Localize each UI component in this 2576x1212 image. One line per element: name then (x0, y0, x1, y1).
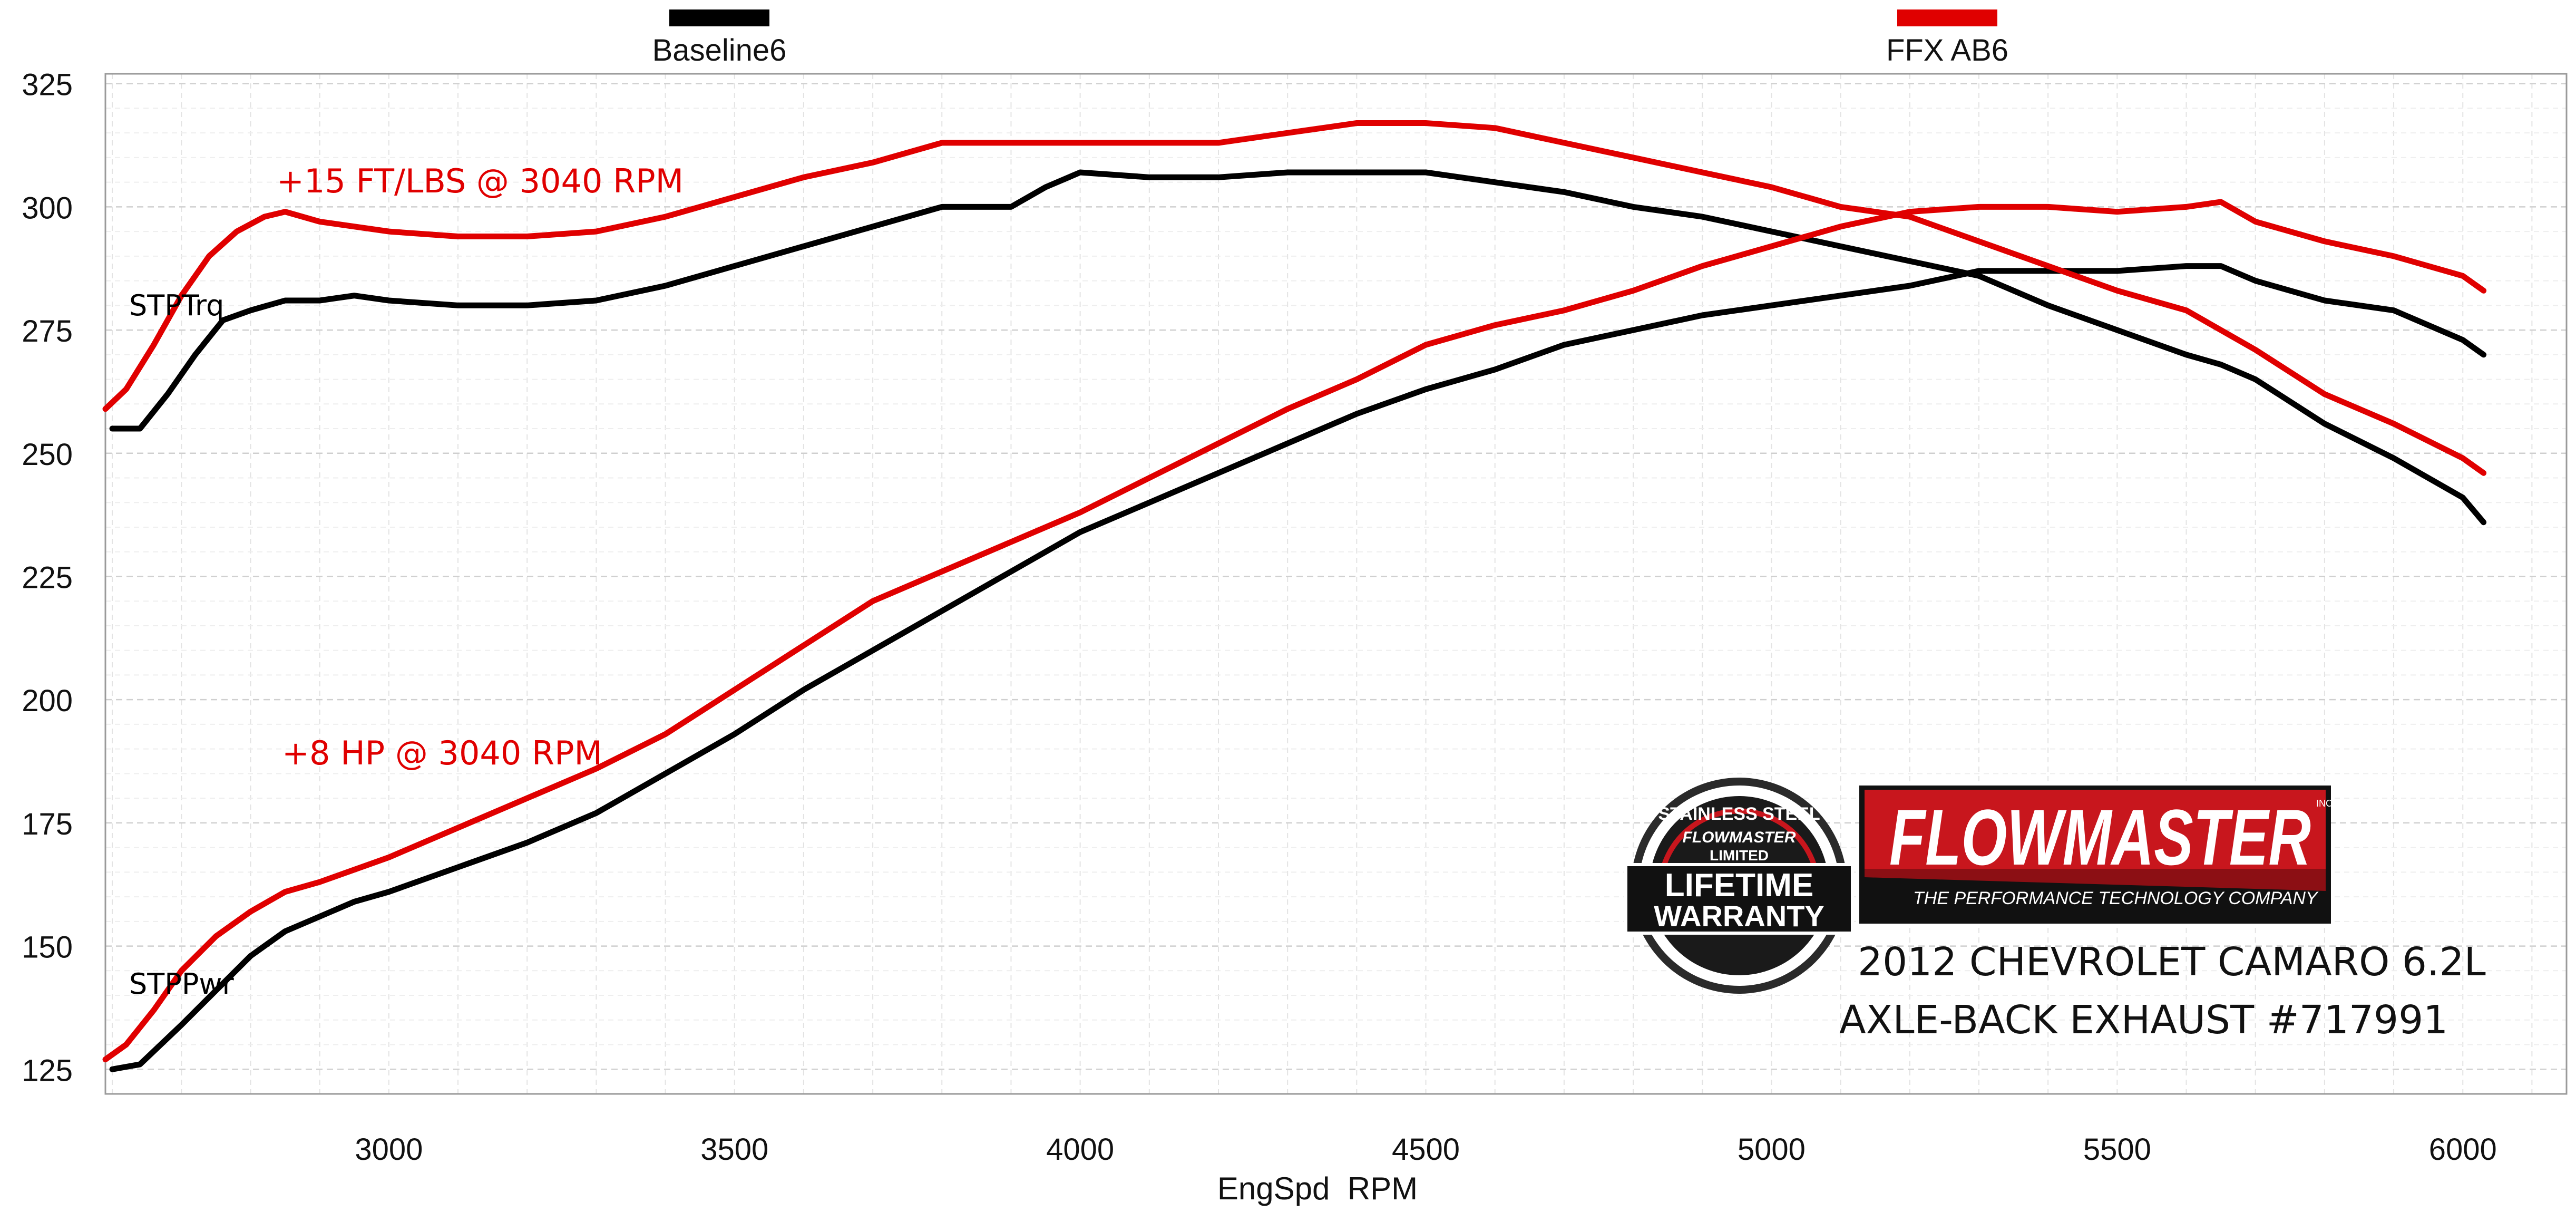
plot-frame (104, 73, 2568, 1095)
x-tick-label: 6000 (2429, 1132, 2497, 1167)
flowmaster-logo: FLOWMASTER INC. THE PERFORMANCE TECHNOLO… (1859, 786, 2335, 924)
grid (105, 74, 2567, 1094)
product-title: 2012 CHEVROLET CAMARO 6.2L (1858, 939, 2486, 985)
y-tick-label: 325 (22, 68, 73, 102)
legend-swatch-ffx-ab6 (1897, 9, 1997, 26)
series-line-baseline6-stppwr (109, 263, 2487, 1072)
x-tick-label: 5000 (1738, 1132, 1806, 1167)
logo-tagline: THE PERFORMANCE TECHNOLOGY COMPANY (1913, 888, 2319, 908)
product-subtitle: AXLE-BACK EXHAUST #717991 (1839, 997, 2448, 1043)
y-tick-label: 275 (22, 314, 73, 348)
lifetime-warranty-badge: STAINLESS STEEL FLOWMASTER LIMITED LIFET… (1624, 778, 1854, 994)
logo-wordmark: FLOWMASTER (1889, 793, 2311, 881)
x-tick-label: 4500 (1392, 1132, 1460, 1167)
power-series-label: STPPwr (129, 967, 235, 1001)
torque-gain-annotation: +15 FT/LBS @ 3040 RPM (277, 162, 684, 200)
logo-inc: INC. (2316, 798, 2335, 809)
badge-line2: WARRANTY (1654, 899, 1824, 933)
torque-series-label: STPTrq (129, 289, 224, 322)
y-tick-label: 175 (22, 807, 73, 841)
y-axis-ticks: 125 150 175 200 225 250 275 300 325 (22, 68, 73, 1088)
badge-limited: LIMITED (1710, 847, 1769, 864)
x-tick-label: 4000 (1046, 1132, 1114, 1167)
series-line-ffx-ab6-stppwr (102, 199, 2487, 1063)
legend-swatch-baseline6 (669, 9, 769, 26)
y-tick-label: 225 (22, 560, 73, 595)
power-gain-annotation: +8 HP @ 3040 RPM (282, 734, 602, 772)
y-tick-label: 150 (22, 930, 73, 965)
x-axis-label: EngSpd RPM (1217, 1171, 1418, 1206)
y-tick-label: 200 (22, 684, 73, 718)
badge-brand: FLOWMASTER (1683, 829, 1796, 846)
badge-line1: LIFETIME (1665, 867, 1813, 904)
x-axis-ticks: 3000 3500 4000 4500 5000 5500 6000 (355, 1132, 2496, 1167)
x-tick-label: 3500 (700, 1132, 768, 1167)
series-line-ffx-ab6-stptrq (102, 120, 2487, 476)
legend-label-baseline6: Baseline6 (652, 33, 787, 67)
series-line-baseline6-stptrq (109, 169, 2487, 526)
y-tick-label: 125 (22, 1053, 73, 1088)
y-tick-label: 300 (22, 191, 73, 225)
y-tick-label: 250 (22, 438, 73, 472)
x-tick-label: 3000 (355, 1132, 423, 1167)
badge-top-text: STAINLESS STEEL (1658, 804, 1820, 824)
x-tick-label: 5500 (2083, 1132, 2151, 1167)
legend-label-ffx-ab6: FFX AB6 (1886, 33, 2008, 67)
series-lines (102, 120, 2487, 1072)
